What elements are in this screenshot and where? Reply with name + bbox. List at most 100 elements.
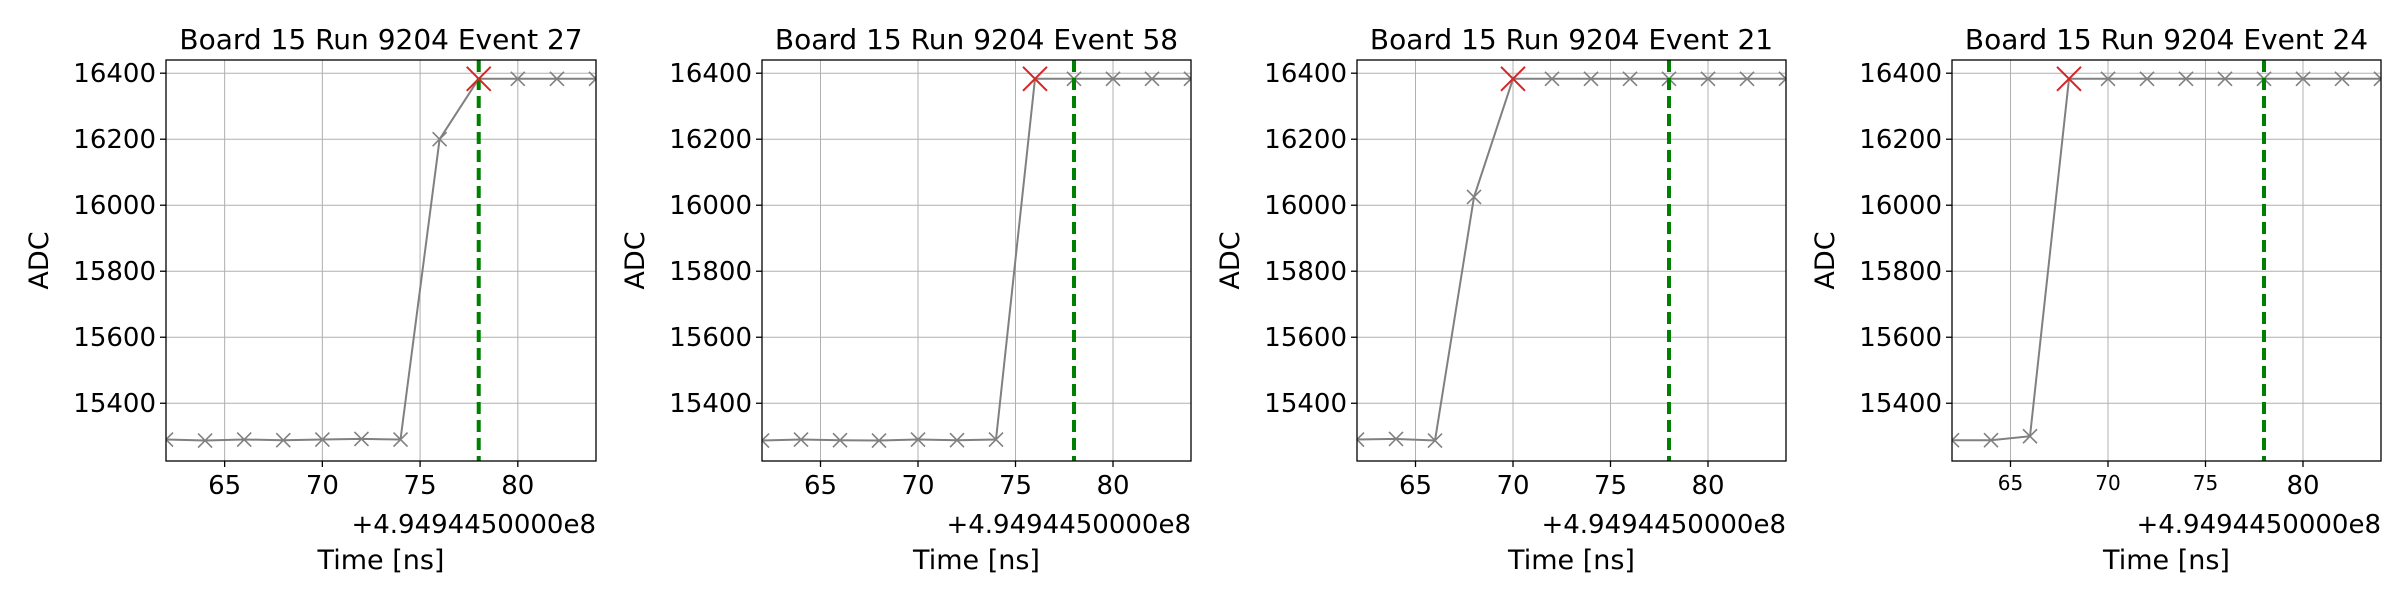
data-point-marker-stroke — [1357, 431, 1365, 441]
x-tick-label: 80 — [1096, 471, 1129, 501]
data-point-marker — [588, 71, 596, 87]
data-point-marker-stroke — [275, 432, 291, 448]
data-point-marker — [236, 431, 252, 448]
data-point-marker-stroke — [432, 131, 448, 147]
data-point-marker — [314, 431, 330, 448]
x-tick-label: 75 — [404, 471, 437, 501]
data-point-marker-stroke — [1739, 71, 1755, 87]
y-tick-label: 15400 — [73, 389, 156, 419]
y-tick-label: 16400 — [73, 59, 156, 89]
chart-title: Board 15 Run 9204 Event 21 — [1370, 23, 1773, 56]
y-tick-label: 15800 — [73, 257, 156, 287]
x-tick-label: 80 — [2286, 471, 2319, 501]
data-point-marker-stroke — [588, 71, 596, 80]
data-point-marker-stroke — [1183, 77, 1191, 87]
data-point-marker — [1583, 71, 1599, 87]
x-tick-label: 70 — [901, 471, 934, 501]
x-tick-label: 75 — [1594, 471, 1627, 501]
y-tick-label: 16000 — [1859, 191, 1942, 221]
chart-panel: 15400 15600 15800 16000 16200 16400 65 70 75 80 +4… — [1810, 23, 2382, 576]
x-tick-label: 75 — [2193, 471, 2218, 495]
data-point-marker — [1144, 71, 1160, 87]
y-tick-label: 16400 — [669, 59, 752, 89]
data-point-marker-stroke — [166, 431, 174, 441]
data-point-marker-stroke — [949, 432, 965, 448]
data-point-marker — [275, 432, 291, 448]
data-point-marker-stroke — [2373, 71, 2381, 80]
data-point-marker — [1357, 431, 1365, 448]
y-tick-label: 15800 — [1859, 257, 1942, 287]
peak-marker-stroke — [466, 66, 492, 92]
data-point-marker-stroke — [166, 438, 174, 448]
data-point-marker — [2139, 71, 2155, 87]
peak-marker-stroke — [1022, 66, 1048, 92]
y-tick-label: 15800 — [1264, 257, 1347, 287]
data-point-marker — [432, 131, 448, 147]
data-point-marker — [871, 432, 887, 449]
y-axis-label: ADC — [1215, 231, 1246, 289]
peak-marker — [1022, 66, 1048, 92]
data-point-marker — [1544, 71, 1560, 87]
y-axis-label: ADC — [1810, 231, 1841, 289]
data-point-marker-stroke — [2178, 71, 2194, 87]
y-axis-label: ADC — [24, 231, 55, 289]
data-point-marker — [1105, 71, 1121, 87]
series-line — [166, 77, 596, 442]
data-point-marker-stroke — [197, 432, 213, 449]
data-point-marker-stroke — [2334, 71, 2350, 87]
axes-frame — [1951, 59, 2382, 462]
data-point-marker-stroke — [910, 431, 926, 448]
data-point-marker-stroke — [1700, 71, 1716, 87]
y-tick-label: 16400 — [1859, 59, 1942, 89]
chart-title: Board 15 Run 9204 Event 27 — [179, 23, 582, 56]
y-tick-label: 15600 — [73, 323, 156, 353]
x-offset-label: +4.9494450000e8 — [1541, 510, 1786, 540]
data-point-marker-stroke — [762, 432, 770, 442]
data-point-marker — [510, 71, 526, 87]
data-point-marker-stroke — [2022, 428, 2038, 444]
data-point-marker-stroke — [762, 439, 770, 449]
y-tick-label: 16000 — [73, 191, 156, 221]
data-point-marker — [2217, 71, 2233, 87]
plot-area — [166, 60, 596, 461]
data-point-marker-stroke — [793, 431, 809, 448]
data-point-marker — [762, 432, 770, 449]
data-point-marker-stroke — [1105, 71, 1121, 87]
data-point-marker-stroke — [988, 431, 1004, 448]
data-point-marker — [1700, 71, 1716, 87]
series-line — [1357, 77, 1786, 442]
data-point-marker — [1739, 71, 1755, 87]
plot-area — [1952, 60, 2381, 461]
x-tick-label: 70 — [306, 471, 339, 501]
data-point-marker — [2295, 71, 2311, 87]
data-point-marker — [1622, 71, 1638, 87]
series-line — [1952, 77, 2381, 442]
data-point-marker-stroke — [236, 431, 252, 448]
chart-title: Board 15 Run 9204 Event 24 — [1965, 23, 2368, 56]
data-point-marker — [1983, 432, 1999, 448]
x-axis-label: Time [ns] — [1507, 545, 1635, 576]
x-tick-label: 65 — [1998, 471, 2023, 495]
y-tick-label: 15600 — [1859, 323, 1942, 353]
peak-marker — [466, 66, 492, 92]
data-point-marker-stroke — [1778, 71, 1786, 80]
data-point-marker — [988, 431, 1004, 448]
y-axis-label: ADC — [620, 231, 651, 289]
data-point-marker-stroke — [1583, 71, 1599, 87]
y-tick-label: 16200 — [1859, 125, 1942, 155]
data-point-marker-stroke — [588, 77, 596, 87]
x-axis-label: Time [ns] — [912, 545, 1040, 576]
x-tick-label: 70 — [2095, 471, 2120, 495]
data-point-marker — [949, 432, 965, 448]
chart-panel: 15400 15600 15800 16000 16200 16400 65 70 75 80 +4… — [620, 23, 1192, 576]
y-tick-label: 15800 — [669, 257, 752, 287]
data-point-marker-stroke — [2373, 77, 2381, 87]
peak-marker-stroke — [2056, 66, 2082, 92]
data-point-marker-stroke — [2100, 71, 2116, 87]
data-point-marker-stroke — [1466, 189, 1482, 205]
plot-area — [762, 60, 1191, 461]
x-offset-label: +4.9494450000e8 — [351, 510, 596, 540]
x-axis-label: Time [ns] — [317, 545, 445, 576]
x-offset-label: +4.9494450000e8 — [946, 510, 1191, 540]
